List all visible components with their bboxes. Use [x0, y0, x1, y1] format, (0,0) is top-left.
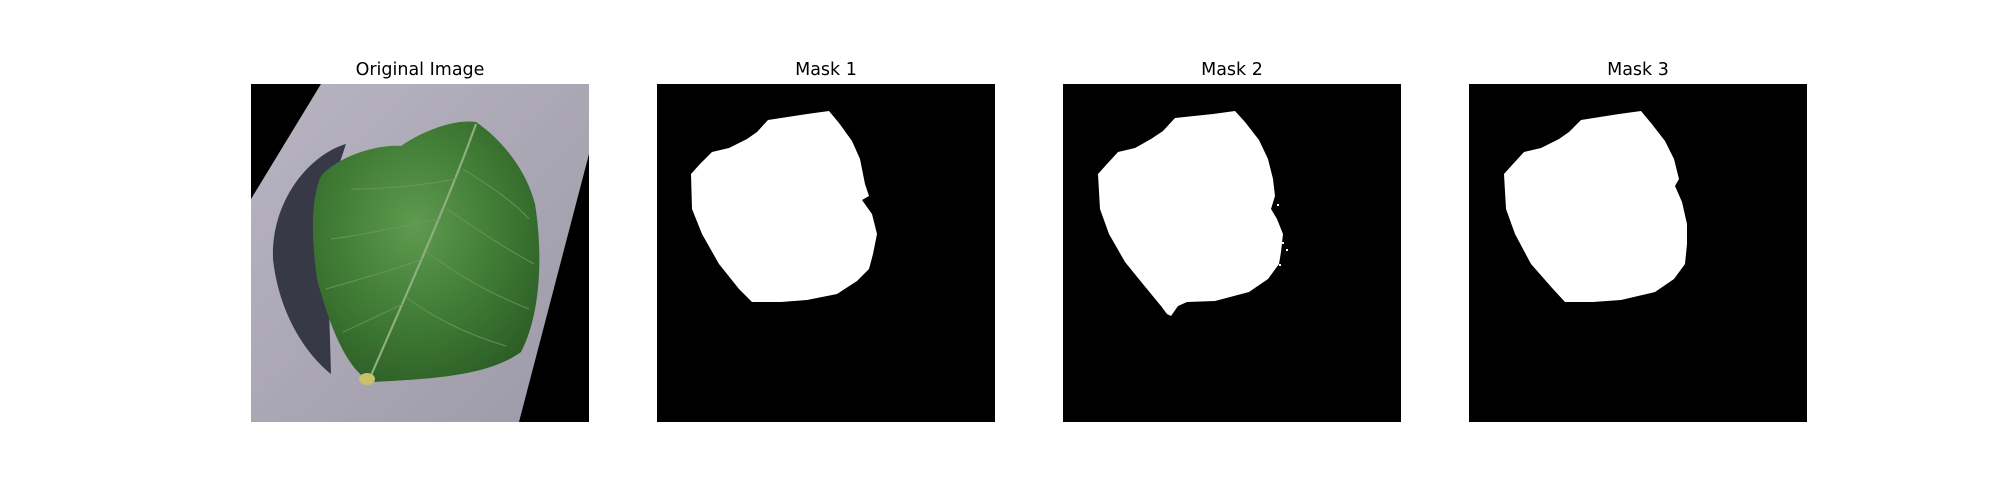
panel-title: Original Image — [355, 60, 485, 80]
segmentation-mask-2 — [1063, 84, 1401, 422]
panel-mask-1: Mask 1 — [657, 59, 995, 423]
panel-mask-2: Mask 2 — [1063, 59, 1401, 423]
original-leaf-photo — [251, 84, 589, 422]
mask-region — [691, 111, 877, 302]
panel-mask-3: Mask 3 — [1469, 59, 1807, 423]
panel-original-image: Original Image — [251, 59, 589, 423]
mask-region — [1504, 111, 1687, 302]
panel-title: Mask 3 — [1607, 60, 1669, 80]
segmentation-mask-1 — [657, 84, 995, 422]
segmentation-mask-3 — [1469, 84, 1807, 422]
panel-title: Mask 1 — [795, 60, 857, 80]
mask-region — [1098, 111, 1283, 316]
panel-title: Mask 2 — [1201, 60, 1263, 80]
